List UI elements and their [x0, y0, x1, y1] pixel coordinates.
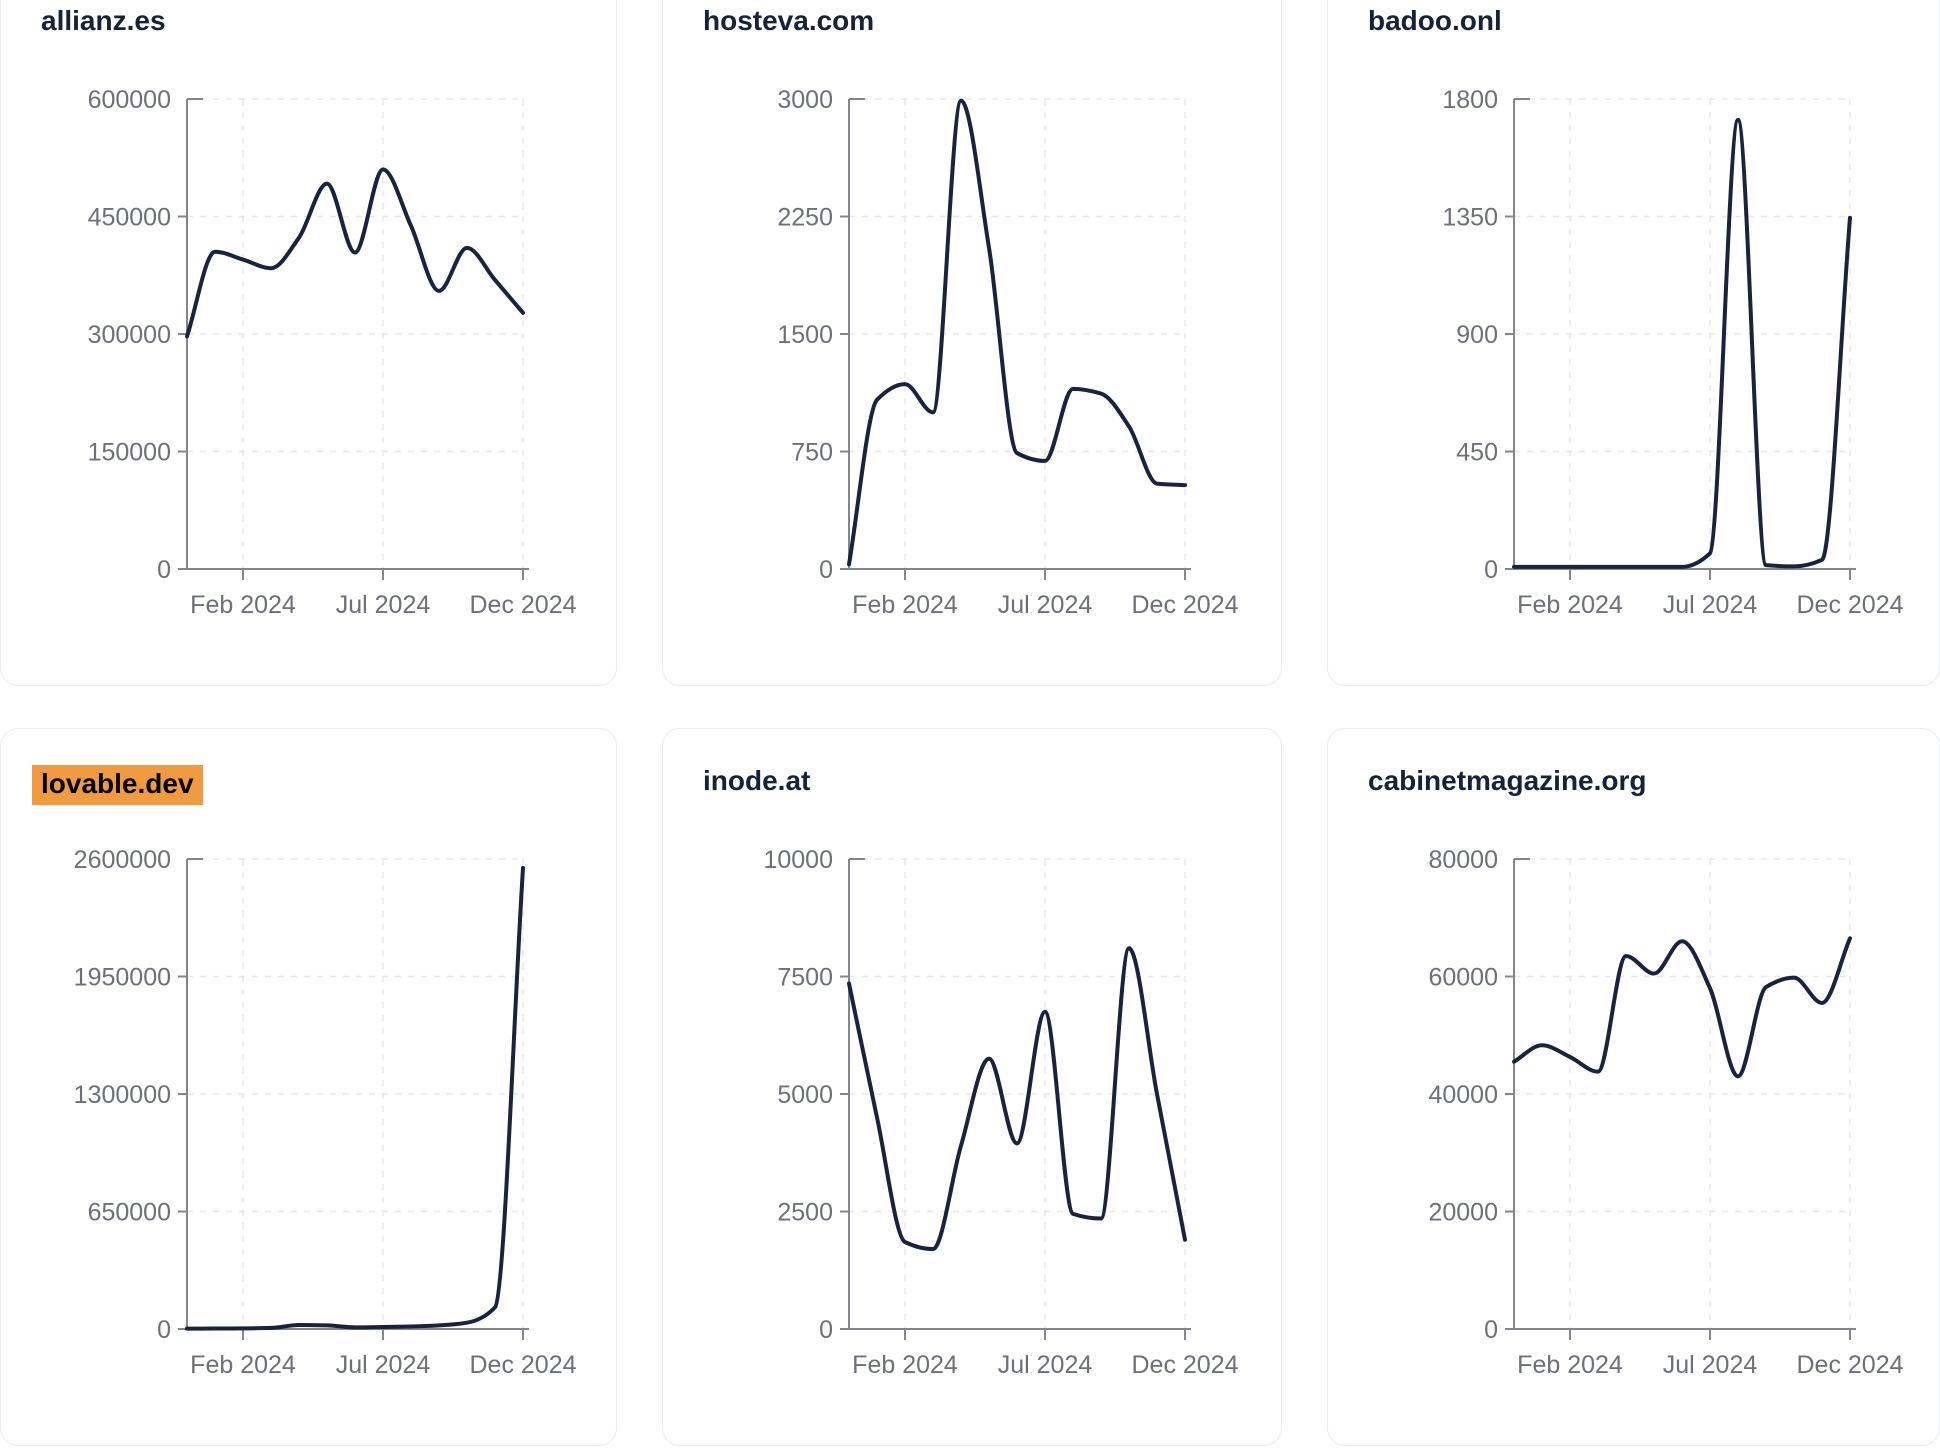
chart-title-text: inode.at — [703, 765, 811, 796]
chart-card-hosteva-com[interactable]: hosteva.com 0 750 1500 2250 3000 Feb 2024 Jul 2… — [662, 0, 1282, 686]
y-tick-label: 300000 — [88, 321, 171, 349]
x-tick-label: Feb 2024 — [1517, 1351, 1623, 1379]
y-tick-label: 600000 — [88, 86, 171, 114]
chart-card-inode-at[interactable]: inode.at 0 2500 5000 7500 10000 Feb 2024 Jul 20… — [662, 728, 1282, 1446]
chart-title: cabinetmagazine.org — [1368, 765, 1647, 797]
chart-title-text: allianz.es — [41, 5, 166, 36]
x-tick-label: Feb 2024 — [1517, 591, 1623, 619]
chart-card-allianz-es[interactable]: allianz.es 0 150000 300000 450000 600000 Feb 2… — [0, 0, 617, 686]
y-tick-label: 450 — [1456, 439, 1498, 467]
chart-title-highlight: lovable.dev — [32, 765, 203, 805]
x-tick-label: Jul 2024 — [998, 591, 1093, 619]
x-tick-label: Jul 2024 — [998, 1351, 1093, 1379]
chart-card-badoo-onl[interactable]: badoo.onl 0 450 900 1350 1800 Feb 2024 Jul 2024… — [1327, 0, 1940, 686]
x-tick-label: Jul 2024 — [336, 591, 431, 619]
y-tick-label: 0 — [1484, 1316, 1498, 1344]
y-tick-label: 1800 — [1442, 86, 1498, 114]
x-tick-label: Dec 2024 — [469, 591, 576, 619]
chart-title: hosteva.com — [703, 5, 874, 37]
chart-plot: 0 650000 1300000 1950000 2600000 Feb 2024 Jul … — [74, 846, 577, 1379]
x-tick-label: Dec 2024 — [1796, 1351, 1903, 1379]
y-tick-label: 1300000 — [74, 1081, 171, 1109]
x-tick-label: Feb 2024 — [852, 591, 958, 619]
x-tick-label: Dec 2024 — [1131, 1351, 1238, 1379]
chart-title: badoo.onl — [1368, 5, 1502, 37]
chart-plot: 0 2500 5000 7500 10000 Feb 2024 Jul 2024 Dec 20… — [763, 846, 1238, 1379]
x-tick-label: Dec 2024 — [1796, 591, 1903, 619]
chart-title-text: badoo.onl — [1368, 5, 1502, 36]
y-tick-label: 0 — [157, 556, 171, 584]
y-tick-label: 0 — [157, 1316, 171, 1344]
y-tick-label: 1950000 — [74, 964, 171, 992]
y-tick-label: 5000 — [777, 1081, 833, 1109]
chart-title-text: cabinetmagazine.org — [1368, 765, 1647, 796]
series-line — [185, 866, 525, 1331]
y-tick-label: 450000 — [88, 204, 171, 232]
chart-title: allianz.es — [41, 5, 166, 37]
y-tick-label: 750 — [791, 439, 833, 467]
y-tick-label: 900 — [1456, 321, 1498, 349]
y-tick-label: 0 — [1484, 556, 1498, 584]
y-tick-label: 10000 — [763, 846, 833, 874]
chart-plot: 0 750 1500 2250 3000 Feb 2024 Jul 2024 Dec 2024 — [777, 86, 1238, 619]
y-tick-label: 3000 — [777, 86, 833, 114]
chart-card-cabinetmagazine-org[interactable]: cabinetmagazine.org 0 20000 40000 60000 80000… — [1327, 728, 1940, 1446]
y-tick-label: 2250 — [777, 204, 833, 232]
x-tick-label: Dec 2024 — [1131, 591, 1238, 619]
y-tick-label: 60000 — [1428, 964, 1498, 992]
x-tick-label: Feb 2024 — [190, 1351, 296, 1379]
chart-title-text: hosteva.com — [703, 5, 875, 36]
y-tick-label: 150000 — [88, 439, 171, 467]
chart-plot: 0 450 900 1350 1800 Feb 2024 Jul 2024 Dec 2024 — [1442, 86, 1903, 619]
series-line — [185, 167, 525, 339]
y-tick-label: 40000 — [1428, 1081, 1498, 1109]
series-line — [1512, 936, 1852, 1079]
x-tick-label: Dec 2024 — [469, 1351, 576, 1379]
x-tick-label: Jul 2024 — [1663, 591, 1758, 619]
series-line — [847, 946, 1187, 1252]
y-tick-label: 1350 — [1442, 204, 1498, 232]
series-line — [1512, 117, 1852, 569]
y-tick-label: 7500 — [777, 964, 833, 992]
chart-title: lovable.dev — [32, 765, 203, 805]
y-tick-label: 0 — [819, 1316, 833, 1344]
y-tick-label: 2600000 — [74, 846, 171, 874]
y-tick-label: 1500 — [777, 321, 833, 349]
y-tick-label: 650000 — [88, 1199, 171, 1227]
series-line — [847, 98, 1187, 567]
x-tick-label: Feb 2024 — [852, 1351, 958, 1379]
x-tick-label: Jul 2024 — [336, 1351, 431, 1379]
y-tick-label: 20000 — [1428, 1199, 1498, 1227]
x-tick-label: Jul 2024 — [1663, 1351, 1758, 1379]
chart-plot: 0 150000 300000 450000 600000 Feb 2024 Jul 202… — [88, 86, 577, 619]
y-tick-label: 2500 — [777, 1199, 833, 1227]
y-tick-label: 0 — [819, 556, 833, 584]
chart-title: inode.at — [703, 765, 810, 797]
x-tick-label: Feb 2024 — [190, 591, 296, 619]
chart-plot: 0 20000 40000 60000 80000 Feb 2024 Jul 2024 Dec… — [1428, 846, 1903, 1379]
chart-card-lovable-dev[interactable]: lovable.dev 0 650000 1300000 1950000 2600000 F… — [0, 728, 617, 1446]
y-tick-label: 80000 — [1428, 846, 1498, 874]
